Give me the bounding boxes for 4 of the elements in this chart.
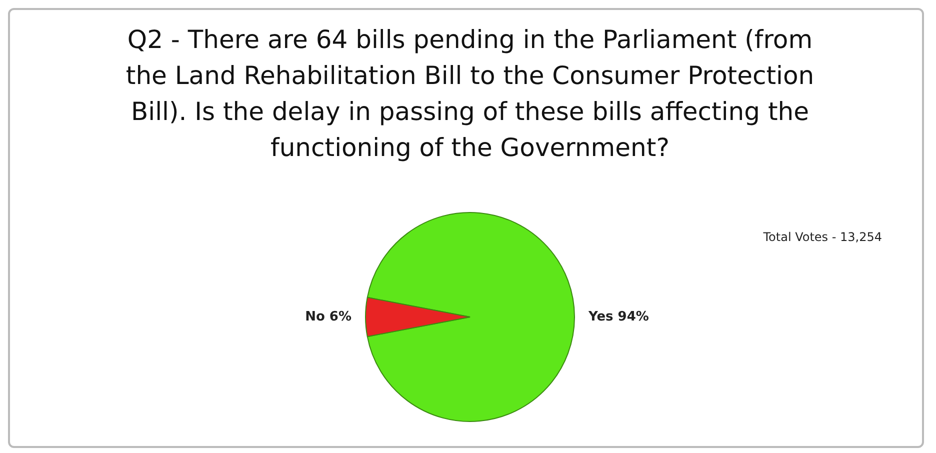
slice-label: No 6%	[305, 309, 352, 324]
text: Total Votes - 13,254	[763, 230, 882, 244]
chart-title: Q2 - There are 64 bills pending in the Parliament (from the Land Rehabilitation Bill to the Consumer Protection Bill). Is the delay in passing of these bills affecting the functioning of the Government?	[124, 24, 816, 164]
slice-label: Yes 94%	[588, 309, 649, 324]
